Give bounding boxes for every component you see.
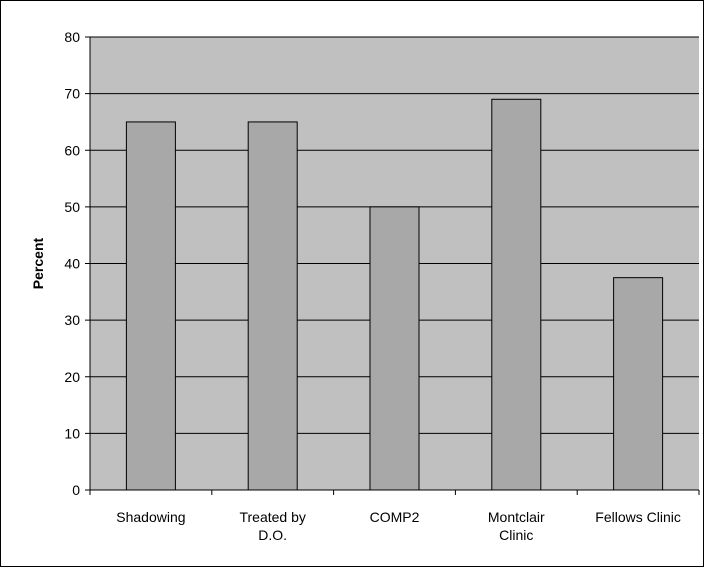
y-tick-labels: 0 10 20 30 40 50 60 70 80 [64, 29, 80, 498]
bar [613, 277, 664, 491]
y-tick-label: 0 [72, 482, 80, 498]
category-label: Treated by D.O. [239, 509, 305, 543]
y-axis-label: Percent [30, 237, 46, 289]
y-tick-label: 20 [64, 369, 80, 385]
y-tick-label: 70 [64, 86, 80, 102]
category-label: Montclair Clinic [488, 509, 545, 543]
bar [247, 121, 298, 491]
bars [125, 98, 664, 491]
bar [491, 98, 542, 491]
y-tick-label: 50 [64, 199, 80, 215]
y-tick-label: 80 [64, 29, 80, 45]
category-label: COMP2 [370, 509, 420, 525]
y-tick-label: 30 [64, 312, 80, 328]
category-label: Fellows Clinic [595, 509, 681, 525]
y-tick-label: 40 [64, 256, 80, 272]
y-tick-label: 10 [64, 425, 80, 441]
bar [369, 206, 420, 491]
axes [85, 36, 700, 495]
category-label: Shadowing [116, 509, 185, 525]
bar [125, 121, 176, 491]
y-tick-label: 60 [64, 142, 80, 158]
category-labels: Shadowing Treated by D.O. COMP2 Montclair Cli… [116, 509, 681, 543]
